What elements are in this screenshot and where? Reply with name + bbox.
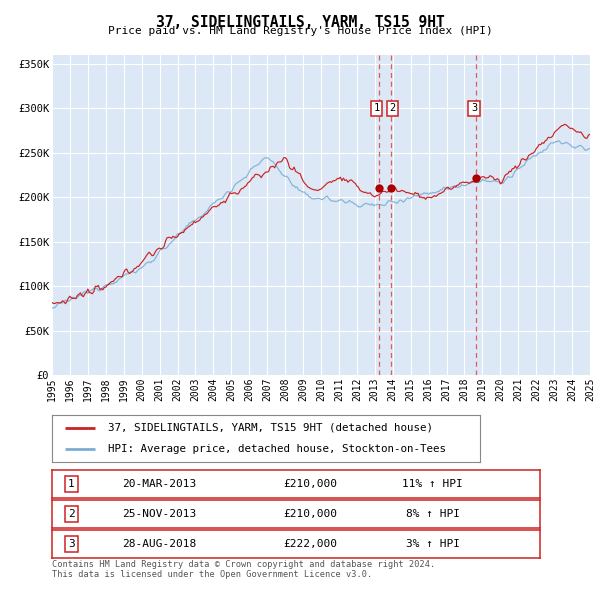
Text: 3% ↑ HPI: 3% ↑ HPI	[406, 539, 460, 549]
Text: Price paid vs. HM Land Registry's House Price Index (HPI): Price paid vs. HM Land Registry's House …	[107, 26, 493, 36]
Text: 2: 2	[68, 509, 75, 519]
Text: 8% ↑ HPI: 8% ↑ HPI	[406, 509, 460, 519]
Text: 1: 1	[373, 103, 380, 113]
Text: 20-MAR-2013: 20-MAR-2013	[122, 479, 196, 489]
Text: 1: 1	[68, 479, 75, 489]
Text: 11% ↑ HPI: 11% ↑ HPI	[402, 479, 463, 489]
Text: 28-AUG-2018: 28-AUG-2018	[122, 539, 196, 549]
Text: £210,000: £210,000	[284, 479, 338, 489]
Text: 3: 3	[471, 103, 477, 113]
Text: £222,000: £222,000	[284, 539, 338, 549]
Text: 37, SIDELINGTAILS, YARM, TS15 9HT (detached house): 37, SIDELINGTAILS, YARM, TS15 9HT (detac…	[107, 422, 433, 432]
Text: 37, SIDELINGTAILS, YARM, TS15 9HT: 37, SIDELINGTAILS, YARM, TS15 9HT	[155, 15, 445, 30]
Text: 25-NOV-2013: 25-NOV-2013	[122, 509, 196, 519]
Text: £210,000: £210,000	[284, 509, 338, 519]
Text: 2: 2	[389, 103, 395, 113]
Text: 3: 3	[68, 539, 75, 549]
Text: Contains HM Land Registry data © Crown copyright and database right 2024.
This d: Contains HM Land Registry data © Crown c…	[52, 560, 435, 579]
Text: HPI: Average price, detached house, Stockton-on-Tees: HPI: Average price, detached house, Stoc…	[107, 444, 446, 454]
